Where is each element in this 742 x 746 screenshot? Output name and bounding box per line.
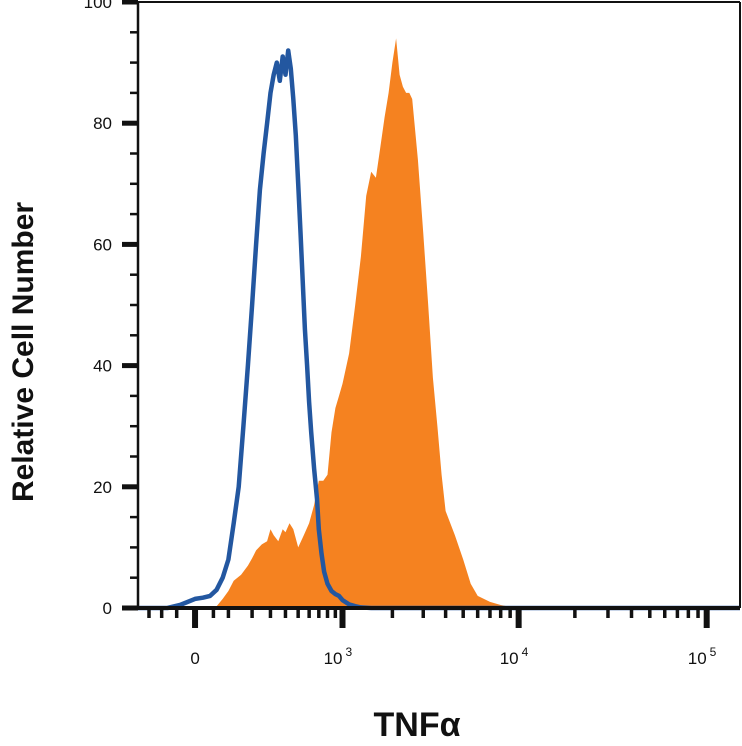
y-tick-label: 0 xyxy=(103,599,112,618)
series-0-filled-area xyxy=(210,38,534,608)
y-axis-title: Relative Cell Number xyxy=(7,202,40,502)
x-tick-label: 10 xyxy=(688,649,707,668)
y-axis: 0 20 40 60 80 100 xyxy=(84,0,138,618)
x-tick-label: 10 xyxy=(500,649,519,668)
series-1-outline xyxy=(138,48,740,611)
series-layer xyxy=(138,38,740,611)
y-tick-label: 60 xyxy=(93,235,112,254)
x-axis-title: TNFα xyxy=(374,706,461,744)
y-tick-label: 20 xyxy=(93,478,112,497)
x-tick-exponent: 4 xyxy=(522,645,529,659)
x-axis: 0 10 3 10 4 10 5 xyxy=(147,608,717,668)
y-tick-label: 40 xyxy=(93,357,112,376)
x-tick-exponent: 5 xyxy=(710,645,717,659)
x-tick-exponent: 3 xyxy=(346,645,353,659)
y-tick-label: 80 xyxy=(93,114,112,133)
y-tick-label: 100 xyxy=(84,0,112,12)
x-tick-label: 10 xyxy=(324,649,343,668)
x-tick-label: 0 xyxy=(190,649,199,668)
